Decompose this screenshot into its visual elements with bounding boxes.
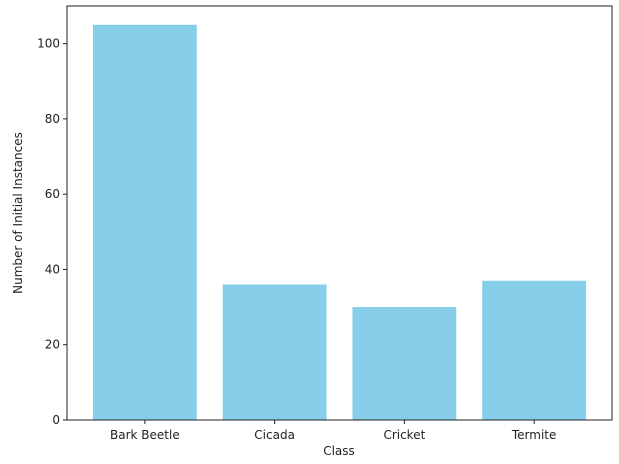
bars-layer [92,24,587,421]
bar-bark-beetle [92,24,197,421]
y-tick-label: 0 [52,413,60,427]
x-tick-label: Cricket [383,428,425,442]
y-tick-label: 100 [37,37,60,51]
bar-cicada [222,284,327,420]
x-axis: Bark Beetle Cicada Cricket Termite [110,420,556,442]
y-axis: 0 20 40 60 80 100 [37,37,67,427]
x-tick-label: Bark Beetle [110,428,180,442]
bar-termite [482,280,587,420]
y-tick-label: 40 [45,262,60,276]
y-axis-label: Number of Initial Instances [11,132,25,294]
y-tick-label: 60 [45,187,60,201]
x-axis-label: Class [323,444,355,458]
x-tick-label: Termite [511,428,557,442]
plot-frame [66,5,613,421]
x-tick-label: Cicada [254,428,295,442]
bar-cricket [352,307,457,420]
y-tick-label: 20 [45,338,60,352]
y-tick-label: 80 [45,112,60,126]
